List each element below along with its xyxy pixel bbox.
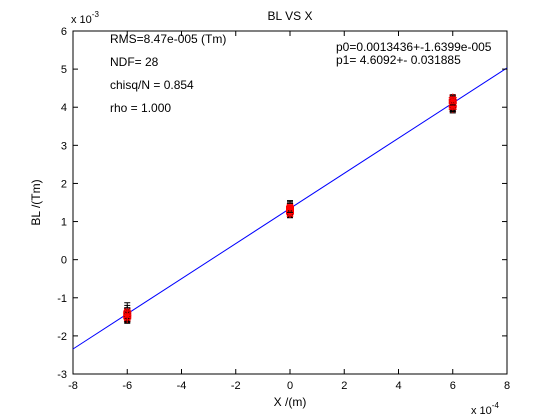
point-marker	[448, 96, 457, 105]
annotation-right-block: p0=0.0013436+-1.6399e-005 p1= 4.6092+- 0…	[336, 40, 492, 67]
x-tick-label: 4	[395, 380, 401, 392]
annotation-ndf: NDF= 28	[110, 55, 159, 69]
point-marker	[123, 311, 132, 320]
y-tick-label: 1	[61, 217, 67, 229]
annotation-p0: p0=0.0013436+-1.6399e-005	[336, 40, 492, 54]
y-tick-label: 5	[61, 64, 67, 76]
data-points-layer	[123, 93, 457, 324]
x-tick-label: -2	[231, 380, 241, 392]
x-axis-label: X /(m)	[274, 395, 307, 409]
y-tick-label: 4	[61, 102, 67, 114]
y-tick-label: 3	[61, 140, 67, 152]
annotation-rho: rho = 1.000	[110, 101, 171, 115]
x-tick-label: -4	[177, 380, 187, 392]
y-axis-label: BL /(Tm)	[29, 179, 43, 225]
x-tick-label: 0	[287, 380, 293, 392]
annotation-left-block: RMS=8.47e-005 (Tm) NDF= 28 chisq/N = 0.8…	[110, 32, 226, 115]
annotation-p1: p1= 4.6092+- 0.031885	[336, 53, 461, 67]
y-tick-label: 6	[61, 26, 67, 38]
y-axis-multiplier-base: x 10	[71, 14, 92, 26]
annotation-rms: RMS=8.47e-005 (Tm)	[110, 32, 226, 46]
x-tick-label: 6	[450, 380, 456, 392]
annotation-chisq: chisq/N = 0.854	[110, 78, 194, 92]
y-tick-label: -2	[57, 331, 67, 343]
x-axis-multiplier-base: x 10	[471, 405, 492, 417]
data-point	[286, 202, 294, 213]
point-marker	[286, 203, 294, 212]
ticks-layer: -8 -6 -4 -2 0 2 4 6 8 -3 -2 -1 0 1 2 3 4 5 6	[57, 26, 510, 392]
x-axis-multiplier-exponent: -4	[492, 401, 500, 410]
y-tick-label: -1	[57, 293, 67, 305]
y-tick-label: 2	[61, 178, 67, 190]
chart-title: BL VS X	[268, 9, 313, 23]
y-axis-multiplier-exponent: -3	[92, 10, 100, 19]
y-tick-label: 0	[61, 255, 67, 267]
y-tick-label: -3	[57, 369, 67, 381]
data-point	[448, 95, 457, 106]
x-tick-label: -6	[122, 380, 132, 392]
x-tick-label: 2	[341, 380, 347, 392]
x-tick-label: -8	[68, 380, 78, 392]
x-axis-multiplier: x 10-4	[471, 401, 499, 417]
x-tick-label: 8	[504, 380, 510, 392]
data-point	[123, 311, 132, 320]
y-axis-multiplier: x 10-3	[71, 10, 99, 26]
